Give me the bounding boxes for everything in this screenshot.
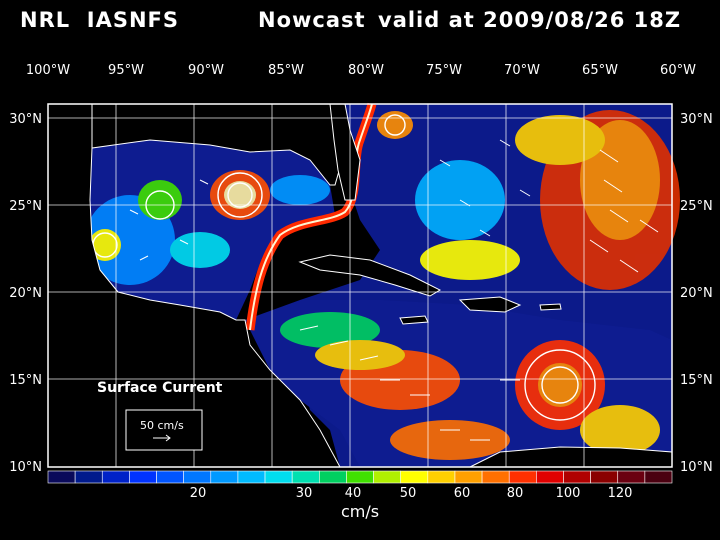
colorbar-swatch — [74, 470, 103, 484]
colorbar-tick-label: 20 — [190, 486, 207, 501]
lon-label: 85°W — [268, 63, 304, 78]
colorbar-tick-label: 50 — [400, 486, 417, 501]
florida-peninsula — [329, 103, 361, 201]
lat-label-left: 25°N — [9, 199, 42, 214]
graticule — [48, 104, 672, 467]
speed-field — [85, 110, 680, 460]
colorbar-swatch — [264, 470, 293, 484]
reference-arrow-icon — [153, 434, 171, 442]
colorbar-swatch — [617, 470, 646, 484]
colorbar-swatch — [210, 470, 239, 484]
colorbar-tick-label: 40 — [345, 486, 362, 501]
lon-label: 60°W — [660, 63, 696, 78]
colorbar-swatch — [47, 470, 76, 484]
lat-label-right: 10°N — [680, 460, 713, 475]
map-border — [47, 103, 673, 468]
title-model: NRL IASNFS — [20, 8, 179, 32]
gulf-stream-core — [249, 103, 373, 331]
reference-vector-label: 50 cm/s — [140, 419, 184, 432]
lon-label: 70°W — [504, 63, 540, 78]
colorbar-swatch — [481, 470, 510, 484]
colorbar-swatch — [101, 470, 130, 484]
colorbar-swatch — [183, 470, 212, 484]
colorbar-swatch — [590, 470, 619, 484]
lat-label-left: 15°N — [9, 373, 42, 388]
lat-label-right: 25°N — [680, 199, 713, 214]
lat-label-right: 30°N — [680, 112, 713, 127]
colorbar-swatch — [319, 470, 347, 484]
land-masses — [47, 103, 673, 468]
puerto-rico — [539, 303, 562, 311]
hispaniola — [458, 296, 522, 313]
lon-label: 65°W — [582, 63, 618, 78]
lat-label-right: 15°N — [680, 373, 713, 388]
lon-label: 95°W — [108, 63, 144, 78]
lat-label-left: 10°N — [9, 460, 42, 475]
colorbar-swatch — [291, 470, 320, 484]
lon-label: 90°W — [188, 63, 224, 78]
jamaica — [399, 315, 429, 325]
colorbar-tick-label: 120 — [608, 486, 633, 501]
mexico-coast — [47, 103, 341, 468]
overlay-title: Surface Current — [97, 380, 223, 396]
title-product: Nowcast — [258, 8, 366, 32]
title-valid-time: valid at 2009/08/26 18Z — [378, 8, 682, 32]
colorbar-swatch — [237, 470, 266, 484]
reference-vector-box — [125, 409, 203, 451]
colorbar-swatch — [400, 470, 429, 484]
lon-label: 80°W — [348, 63, 384, 78]
colorbar-swatch — [427, 470, 456, 484]
lat-label-right: 20°N — [680, 286, 713, 301]
lat-label-left: 30°N — [9, 112, 42, 127]
colorbar-swatch — [346, 470, 374, 484]
colorbar-swatch — [156, 470, 184, 484]
lon-label: 100°W — [26, 63, 70, 78]
colorbar-swatch — [454, 470, 483, 484]
colorbar-swatch — [644, 470, 673, 484]
colorbar-tick-label: 80 — [507, 486, 524, 501]
colorbar-swatch — [373, 470, 401, 484]
colorbar-swatch — [129, 470, 157, 484]
colorbar-swatch — [536, 470, 564, 484]
lat-label-left: 20°N — [9, 286, 42, 301]
current-vectors — [129, 139, 659, 441]
lon-label: 75°W — [426, 63, 462, 78]
colorbar-tick-label: 60 — [454, 486, 471, 501]
colorbar-swatch — [563, 470, 591, 484]
colorbar — [47, 470, 673, 484]
colorbar-tick-label: 30 — [296, 486, 313, 501]
colorbar-tick-label: 100 — [556, 486, 581, 501]
colorbar-swatch — [508, 470, 537, 484]
colorbar-units: cm/s — [341, 502, 379, 521]
